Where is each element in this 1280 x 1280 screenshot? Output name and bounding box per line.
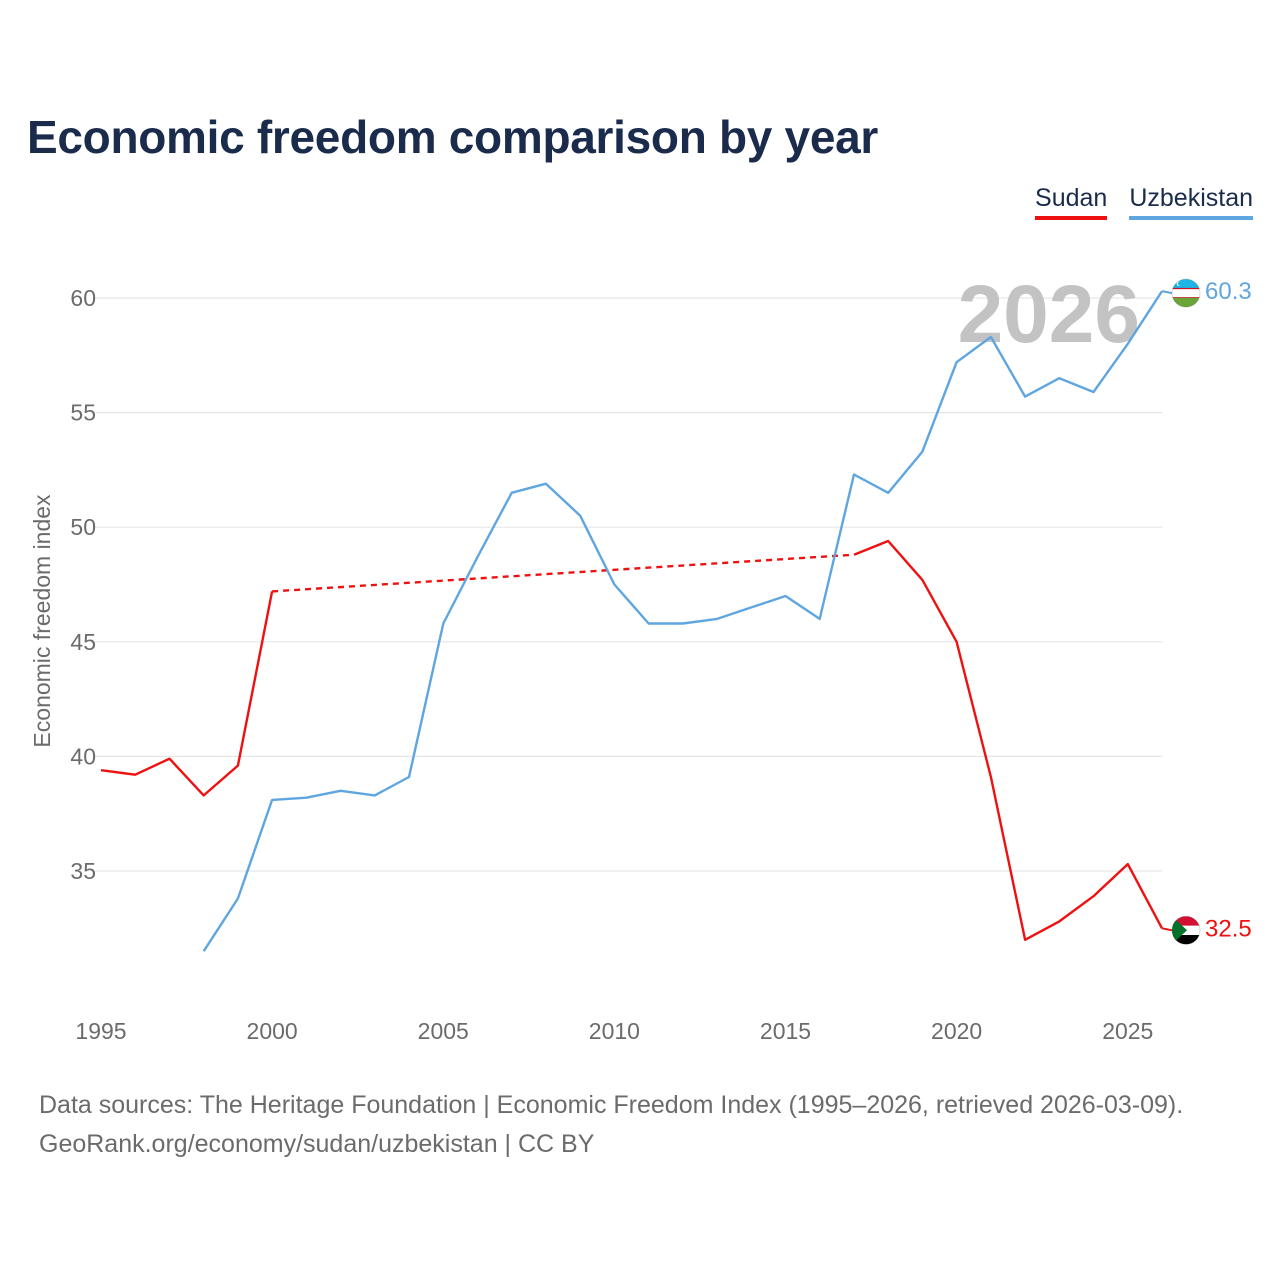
end-markers: 32.5 60.3 [1161,278,1252,945]
source-line-2[interactable]: GeoRank.org/economy/sudan/uzbekistan | C… [39,1130,595,1158]
x-axis-ticks: 1995 2000 2005 2010 2015 2020 2025 [75,1018,1153,1044]
series-line-sudan-gap[interactable] [272,553,855,593]
x-tick-label: 2000 [247,1018,298,1044]
y-tick-label: 55 [70,400,96,426]
source-line-1: Data sources: The Heritage Foundation | … [39,1091,1184,1119]
series-line-sudan[interactable] [853,539,1164,941]
series-lines [100,290,1164,952]
line-chart: 2026 35 40 45 50 55 60 1995 2000 2005 2010 2015 20… [29,269,1252,1044]
y-tick-label: 50 [70,514,96,540]
legend-item-sudan[interactable]: Sudan [1035,184,1108,220]
gridlines [95,297,1162,872]
series-line-sudan[interactable] [100,591,274,797]
y-tick-label: 35 [70,858,96,884]
sudan-flag-icon [1171,915,1201,945]
x-tick-label: 2020 [931,1018,982,1044]
y-axis-ticks: 35 40 45 50 55 60 [70,285,96,884]
y-tick-label: 45 [70,629,96,655]
end-value-label-sudan: 32.5 [1205,915,1252,942]
x-tick-label: 2025 [1102,1018,1153,1044]
x-tick-label: 1995 [75,1018,126,1044]
end-connector-uzbekistan [1161,290,1173,295]
end-value-label-uzbekistan: 60.3 [1205,278,1252,305]
legend-item-uzbekistan[interactable]: Uzbekistan [1129,184,1253,220]
series-line-uzbekistan[interactable] [202,290,1164,952]
legend: Sudan Uzbekistan [1035,184,1253,220]
y-tick-label: 40 [70,743,96,769]
x-tick-label: 2010 [589,1018,640,1044]
uzbekistan-flag-icon [1171,278,1201,308]
x-tick-label: 2015 [760,1018,811,1044]
chart-title: Economic freedom comparison by year [27,111,878,163]
y-axis-label: Economic freedom index [29,494,55,748]
end-connector-sudan [1161,927,1173,932]
source-note: Data sources: The Heritage Foundation | … [39,1086,1183,1164]
y-tick-label: 60 [70,285,96,311]
year-watermark: 2026 [958,269,1140,360]
x-tick-label: 2005 [418,1018,469,1044]
